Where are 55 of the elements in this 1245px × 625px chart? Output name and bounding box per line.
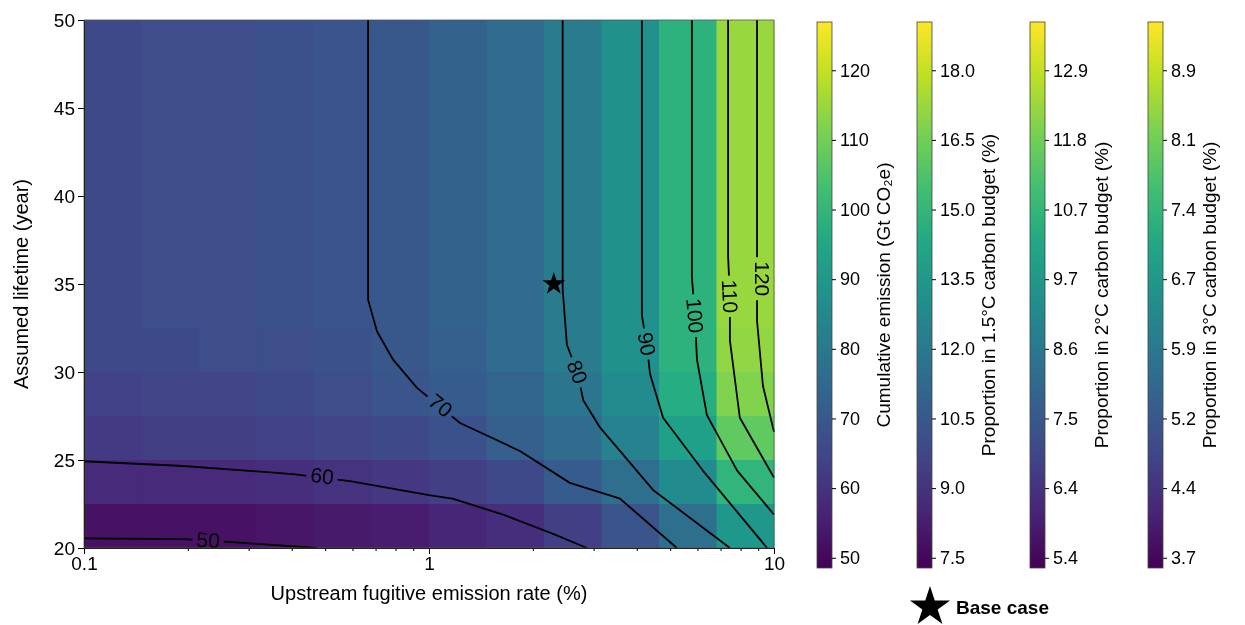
y-tick-label: 35 (53, 273, 75, 295)
text: 10.7 (1053, 199, 1089, 220)
annotation: 50 (195, 527, 221, 553)
text: 6.4 (1053, 478, 1079, 499)
annotation: 90 (633, 330, 661, 358)
x-tick-label: 10 (763, 553, 786, 575)
text: 16.5 (940, 130, 976, 151)
y-tick-label: 50 (53, 9, 75, 31)
text: 8.6 (1053, 339, 1079, 360)
color-bar-label: 50 (840, 548, 861, 569)
y-axis-title: Assumed lifetime (year) (10, 178, 32, 390)
annotation: 110 (717, 279, 743, 314)
text: 5.4 (1053, 548, 1079, 569)
text: Proportion in 2°C carbon budget (%) (1091, 141, 1113, 449)
text: 11.8 (1053, 130, 1087, 151)
text: 6.7 (1171, 269, 1197, 290)
annotation: 70 (424, 389, 457, 422)
annotation: 120 (750, 261, 774, 297)
color-bar-label: 70 (840, 408, 861, 429)
text: Proportion in 1.5°C carbon budget (%) (978, 133, 1000, 457)
color-bar-title: Cumulative emission (Gt CO₂e) (873, 162, 895, 428)
text: 12.9 (1053, 60, 1089, 81)
annotation: 80 (562, 356, 593, 387)
text: 8.1 (1171, 130, 1197, 151)
text: 3.7 (1171, 548, 1197, 569)
x-tick-label: 1 (424, 553, 435, 575)
annotation: 100 (682, 297, 708, 335)
color-bar-label: 120 (840, 60, 871, 81)
text: 7.5 (1053, 408, 1079, 429)
color-bar-label: 80 (840, 339, 861, 360)
y-tick-label: 40 (53, 185, 75, 207)
text: 7.5 (940, 548, 966, 569)
color-bar-label: 100 (840, 199, 871, 220)
color-bar-label: 60 (840, 478, 861, 499)
text: 5.9 (1171, 339, 1197, 360)
color-bar-label: 110 (840, 130, 869, 151)
y-tick-label: 30 (53, 361, 75, 383)
text: 8.9 (1171, 60, 1197, 81)
y-tick-label: 25 (53, 449, 75, 471)
text: 7.4 (1171, 199, 1197, 220)
color-bar-label: 90 (840, 269, 861, 290)
text: 9.0 (940, 478, 966, 499)
x-axis-title: Upstream fugitive emission rate (%) (270, 582, 588, 604)
text: 13.5 (940, 269, 976, 290)
y-tick-label: 45 (53, 97, 75, 119)
text: 5.2 (1171, 408, 1197, 429)
text: 9.7 (1053, 269, 1079, 290)
text: 12.0 (940, 339, 976, 360)
text: 4.4 (1171, 478, 1197, 499)
text: 18.0 (940, 60, 976, 81)
text: Proportion in 3°C carbon budget (%) (1199, 141, 1221, 449)
text: 15.0 (940, 199, 976, 220)
legend-label: Base case (956, 596, 1049, 618)
text: 10.5 (940, 408, 976, 429)
annotation: 60 (309, 462, 336, 489)
